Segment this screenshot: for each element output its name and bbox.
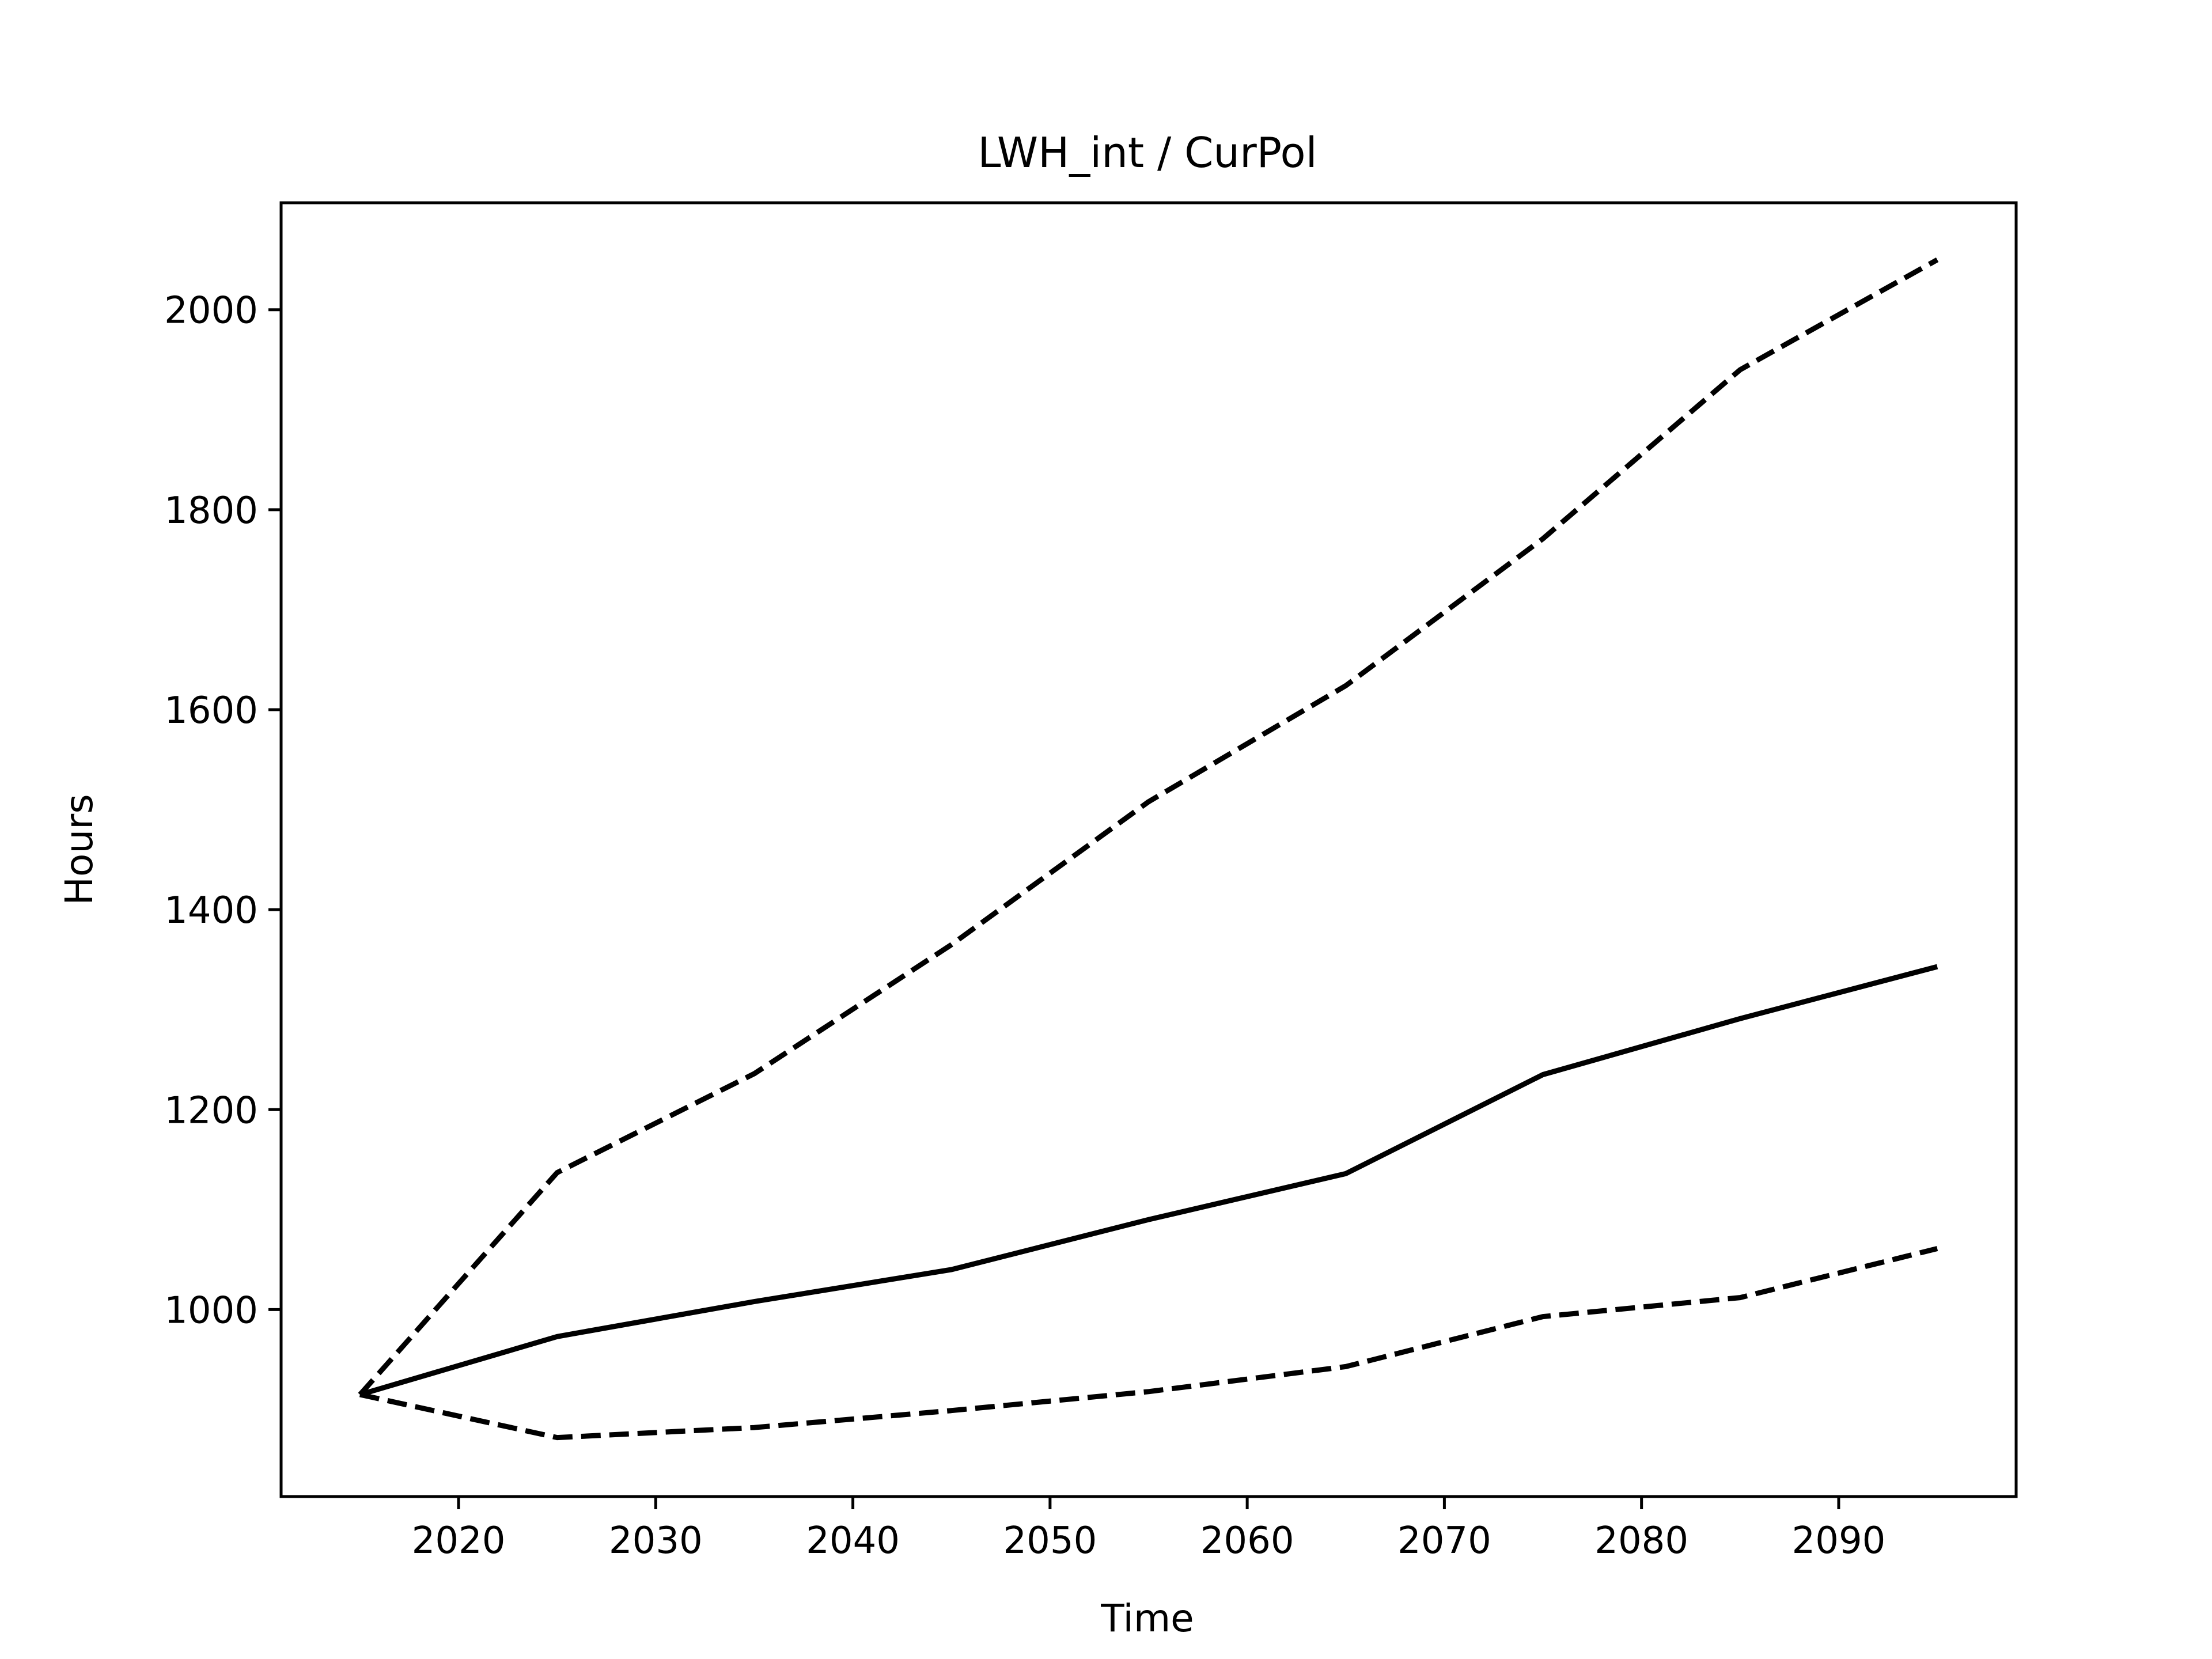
series-line-3 (359, 1246, 1938, 1441)
series-line-2 (358, 257, 1939, 1396)
y-axis: 1000 1200 1400 1600 1800 2000 (164, 290, 281, 1332)
y-tick-label: 1200 (164, 1089, 258, 1132)
y-tick-label: 1000 (164, 1289, 258, 1332)
y-axis-label: Hours (57, 794, 101, 905)
x-tick-label: 2040 (806, 1520, 900, 1562)
series-layer (358, 257, 1939, 1441)
y-tick-label: 1400 (164, 889, 258, 932)
y-tick-label: 2000 (164, 290, 258, 332)
x-tick-label: 2080 (1594, 1520, 1688, 1562)
x-tick-label: 2090 (1792, 1520, 1886, 1562)
x-tick-label: 2060 (1200, 1520, 1294, 1562)
series-line-1 (359, 964, 1938, 1397)
x-tick-label: 2050 (1003, 1520, 1097, 1562)
x-tick-label: 2020 (412, 1520, 506, 1562)
plot-frame (279, 201, 2018, 1498)
y-tick-label: 1600 (164, 690, 258, 732)
x-tick-label: 2070 (1397, 1520, 1491, 1562)
chart-title: LWH_int / CurPol (978, 128, 1317, 177)
x-axis: 2020 2030 2040 2050 2060 2070 2080 2090 (412, 1497, 1886, 1562)
x-axis-label: Time (1100, 1596, 1194, 1641)
y-tick-label: 1800 (164, 490, 258, 532)
x-tick-label: 2030 (609, 1520, 703, 1562)
